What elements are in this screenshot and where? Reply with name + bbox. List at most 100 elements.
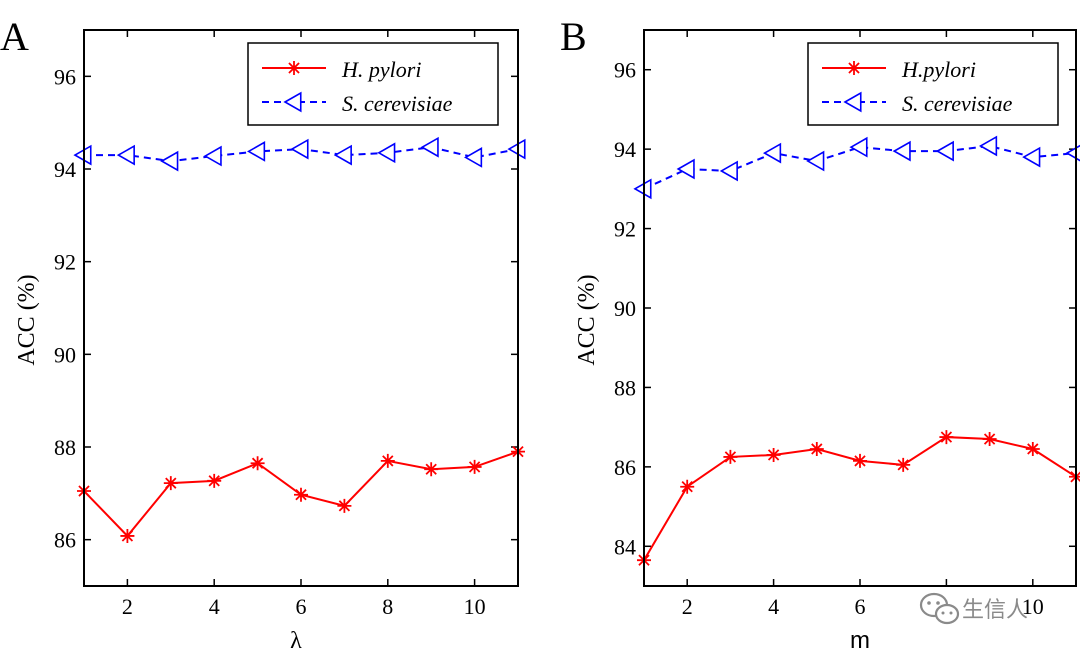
- data-point-s-cerevisiae: [73, 144, 92, 166]
- data-point-s-cerevisiae: [762, 142, 782, 164]
- y-tick-label: 90: [54, 342, 76, 367]
- x-tick-label: 10: [464, 594, 486, 619]
- data-point-s-cerevisiae: [1065, 144, 1080, 162]
- data-point-s-cerevisiae: [1022, 146, 1041, 168]
- plot-frame: [643, 29, 1077, 587]
- x-tick-label: 6: [296, 594, 307, 619]
- data-point-s-cerevisiae: [203, 145, 222, 167]
- data-point-s-cerevisiae: [806, 150, 825, 172]
- data-point-h-pylori: [853, 453, 867, 468]
- y-tick-label: 90: [614, 296, 636, 321]
- y-tick-label: 92: [614, 217, 636, 242]
- data-point-s-cerevisiae: [633, 178, 652, 200]
- legend-label-h-pylori: H.pylori: [901, 57, 976, 82]
- legend-marker: [287, 61, 301, 75]
- data-point-h-pylori: [982, 432, 997, 447]
- data-point-s-cerevisiae: [377, 142, 396, 164]
- tick-layer: 86 88 90 92 94 96 2 4 6 8 10: [54, 30, 518, 619]
- data-point-s-cerevisiae: [116, 144, 135, 166]
- data-point-h-pylori: [809, 441, 824, 456]
- legend-sample-h-pylori: [822, 61, 886, 75]
- legend-sample-h-pylori: [262, 61, 326, 75]
- data-point-h-pylori: [163, 476, 178, 491]
- series-layer: [633, 135, 1080, 568]
- y-tick-label: 94: [614, 137, 636, 162]
- legend-label-s-cerevisiae: S. cerevisiae: [342, 91, 453, 116]
- data-point-s-cerevisiae: [676, 158, 695, 180]
- data-point-h-pylori: [294, 487, 308, 502]
- data-point-s-cerevisiae: [463, 147, 483, 168]
- panel-label: B: [560, 14, 587, 59]
- data-point-s-cerevisiae: [892, 140, 911, 162]
- x-axis-label: m: [850, 627, 870, 653]
- data-point-h-pylori: [723, 449, 738, 464]
- panel-a: A ACC (%) λ 86 88 90 92 94 96 2 4 6 8 10 H. pylori…: [0, 14, 526, 653]
- legend-label-s-cerevisiae: S. cerevisiae: [902, 91, 1013, 116]
- y-tick-label: 92: [54, 250, 76, 275]
- series-s-cerevisiae: [73, 136, 526, 172]
- data-point-s-cerevisiae: [849, 136, 868, 158]
- data-point-h-pylori: [207, 473, 222, 488]
- data-point-h-pylori: [424, 462, 439, 477]
- data-point-h-pylori: [337, 498, 352, 513]
- data-point-s-cerevisiae: [507, 138, 526, 160]
- legend-marker: [843, 91, 862, 113]
- panel-b: B ACC (%) m 84 86 88 90 92 94 96 2 4 6 10 H.pylori…: [560, 14, 1080, 653]
- tick-layer: 84 86 88 90 92 94 96 2 4 6 10: [614, 30, 1076, 619]
- panel-label: A: [0, 14, 29, 59]
- series-s-cerevisiae: [633, 135, 1080, 200]
- watermark-text: 生信人: [962, 597, 1028, 622]
- data-point-h-pylori: [680, 479, 695, 494]
- x-tick-label: 2: [122, 594, 133, 619]
- y-axis-label: ACC (%): [14, 274, 40, 365]
- x-tick-label: 10: [1022, 594, 1044, 619]
- x-axis-label: λ: [290, 628, 302, 653]
- data-point-h-pylori: [120, 528, 135, 543]
- x-tick-label: 2: [682, 594, 693, 619]
- series-h-pylori: [77, 444, 525, 543]
- y-tick-label: 88: [614, 375, 636, 400]
- data-point-h-pylori: [380, 453, 395, 468]
- data-point-s-cerevisiae: [978, 135, 998, 157]
- legend-sample-s-cerevisiae: [822, 91, 886, 113]
- data-point-h-pylori: [1069, 469, 1080, 484]
- y-tick-label: 96: [614, 58, 636, 83]
- x-tick-label: 4: [768, 594, 779, 619]
- y-tick-label: 86: [614, 455, 636, 480]
- data-point-s-cerevisiae: [246, 141, 266, 162]
- y-tick-label: 94: [54, 157, 76, 182]
- legend-box: [807, 42, 1059, 126]
- legend: H. pylori S. cerevisiae: [247, 42, 499, 126]
- y-tick-label: 86: [54, 528, 76, 553]
- series-h-pylori: [637, 430, 1080, 568]
- data-point-s-cerevisiae: [290, 138, 309, 160]
- plot-frame: [83, 29, 519, 587]
- legend: H.pylori S. cerevisiae: [807, 42, 1059, 126]
- legend-marker: [847, 61, 861, 75]
- data-point-h-pylori: [766, 447, 781, 462]
- data-point-s-cerevisiae: [719, 160, 738, 182]
- data-point-h-pylori: [467, 459, 482, 474]
- x-tick-label: 6: [855, 594, 866, 619]
- legend-marker: [283, 91, 302, 113]
- series-line-s-cerevisiae: [643, 144, 1077, 190]
- data-point-h-pylori: [896, 457, 911, 472]
- data-point-h-pylori: [250, 456, 265, 471]
- wechat-icon: [919, 592, 960, 625]
- legend-label-h-pylori: H. pylori: [341, 57, 421, 82]
- data-point-s-cerevisiae: [420, 136, 439, 158]
- x-tick-label: 8: [382, 594, 393, 619]
- x-tick-label: 4: [209, 594, 220, 619]
- legend-sample-s-cerevisiae: [262, 91, 326, 113]
- y-tick-label: 88: [54, 435, 76, 460]
- y-tick-label: 96: [54, 64, 76, 89]
- data-point-s-cerevisiae: [935, 140, 954, 162]
- legend-box: [247, 42, 499, 126]
- data-point-s-cerevisiae: [333, 144, 352, 166]
- series-layer: [73, 136, 526, 543]
- data-point-s-cerevisiae: [160, 150, 179, 172]
- data-point-h-pylori: [1025, 441, 1040, 456]
- watermark: 生信人: [919, 592, 1028, 625]
- data-point-h-pylori: [939, 430, 954, 445]
